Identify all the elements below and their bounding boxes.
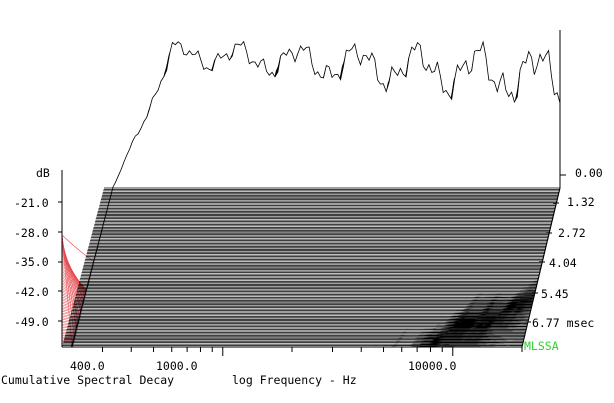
x-tick-label: 10000.0: [408, 359, 457, 373]
x-tick-label: 1000.0: [156, 359, 198, 373]
axes: [58, 30, 566, 356]
time-tick-label: 0.00: [575, 166, 603, 180]
y-tick-label: -28.0: [14, 226, 49, 240]
time-tick-label: 1.32: [567, 195, 595, 209]
decay-slice: [104, 40, 561, 189]
chart-title: Cumulative Spectral Decay: [1, 373, 174, 387]
x-axis-label: log Frequency - Hz: [232, 373, 357, 387]
y-tick-label: -49.0: [14, 315, 49, 329]
time-tick-label: 2.72: [558, 226, 586, 240]
y-tick-label: -21.0: [14, 196, 49, 210]
y-tick-label: -35.0: [14, 255, 49, 269]
time-tick-label: 5.45: [541, 287, 569, 301]
time-tick-label: 6.77 msec: [532, 316, 594, 330]
mlssa-brand-label: MLSSA: [524, 339, 559, 353]
time-axis-line: [521, 187, 561, 348]
y-axis-label: dB: [36, 166, 50, 180]
x-tick-label: 400.0: [70, 359, 105, 373]
y-tick-label: -42.0: [14, 285, 49, 299]
decay-slices: [62, 40, 561, 348]
time-tick-label: 4.04: [549, 256, 577, 270]
